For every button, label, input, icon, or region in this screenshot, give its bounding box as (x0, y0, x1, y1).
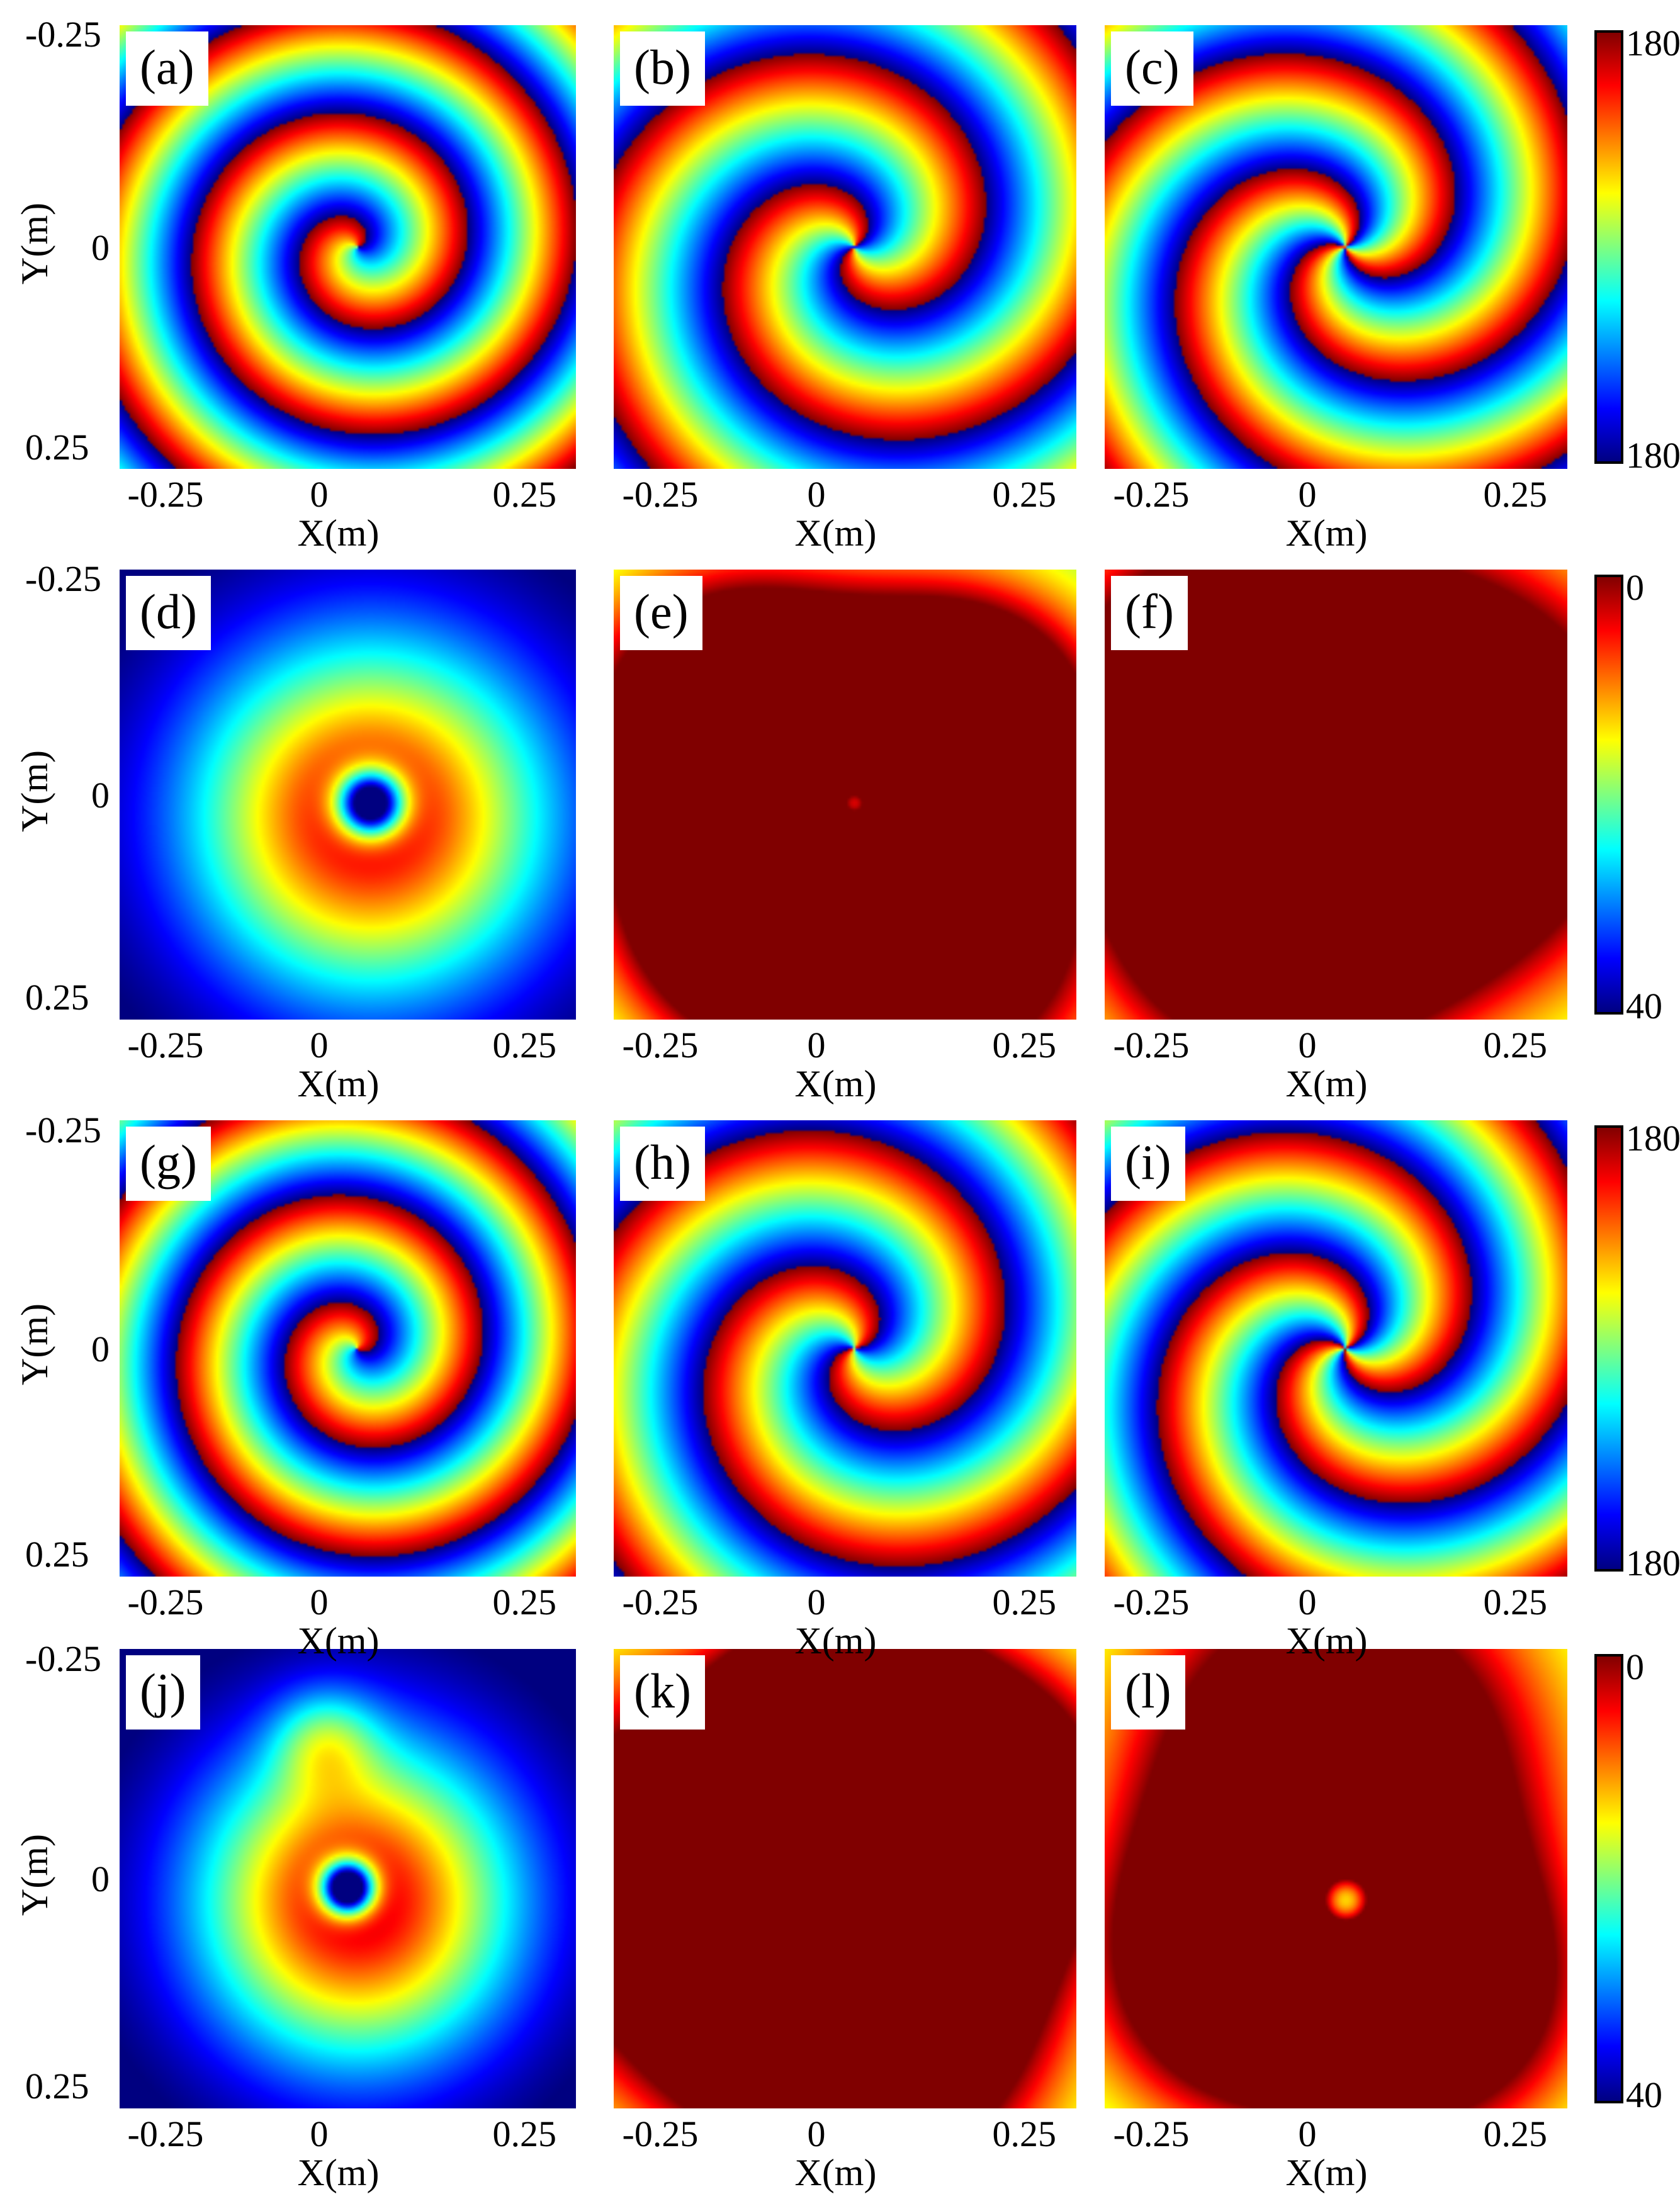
x-tick-label: -0.25 (622, 2113, 699, 2154)
y-tick-label: -0.25 (25, 1638, 101, 1679)
x-tick-label: 0.25 (992, 474, 1057, 515)
x-tick-label: 0.25 (1483, 474, 1548, 515)
colorbar-top-label: 0 (1626, 567, 1644, 608)
y-tick-label: 0.25 (25, 977, 89, 1018)
panel-label: (b) (620, 31, 705, 106)
panel-label: (j) (126, 1655, 200, 1730)
x-axis-label: X(m) (297, 1063, 380, 1105)
x-axis-label: X(m) (1285, 2152, 1368, 2193)
x-axis-label: X(m) (794, 1620, 877, 1662)
y-tick-label: 0 (91, 774, 110, 816)
x-tick-label: -0.25 (1113, 474, 1190, 515)
y-axis-label: Y(m) (13, 1303, 55, 1386)
x-tick-label: 0 (310, 1025, 329, 1066)
colorbar-bottom-label: 40 (1626, 2074, 1662, 2115)
x-tick-label: -0.25 (622, 474, 699, 515)
y-axis-label: Y(m) (13, 750, 55, 832)
y-tick-label: 0 (91, 1328, 110, 1370)
colorbar-bottom-label: 180 (1626, 435, 1680, 476)
x-tick-label: 0 (310, 1582, 329, 1623)
x-axis-label: X(m) (1285, 1063, 1368, 1105)
x-tick-label: 0 (310, 474, 329, 515)
colorbar (1594, 30, 1623, 464)
y-tick-label: 0.25 (25, 2065, 89, 2107)
panel-label: (a) (126, 31, 208, 106)
y-tick-label: -0.25 (25, 558, 101, 600)
x-tick-label: 0 (1298, 1025, 1317, 1066)
colorbar (1594, 1125, 1623, 1572)
panel-label: (e) (620, 576, 702, 650)
x-tick-label: -0.25 (127, 2113, 204, 2154)
y-tick-label: 0.25 (25, 1533, 89, 1575)
y-axis-label: Y(m) (13, 203, 55, 285)
y-tick-label: 0 (91, 227, 110, 268)
colorbar-bottom-label: 180 (1626, 1543, 1680, 1584)
x-tick-label: 0.25 (492, 474, 557, 515)
x-tick-label: 0 (1298, 2113, 1317, 2154)
panel-label: (k) (620, 1655, 705, 1730)
x-tick-label: 0 (807, 2113, 826, 2154)
panel-label: (i) (1111, 1127, 1185, 1201)
colorbar-top-label: 180 (1626, 1118, 1680, 1159)
x-axis-label: X(m) (297, 512, 380, 554)
x-tick-label: 0.25 (1483, 1025, 1548, 1066)
x-axis-label: X(m) (1285, 1620, 1368, 1662)
x-tick-label: 0 (1298, 1582, 1317, 1623)
panel-label: (l) (1111, 1655, 1185, 1730)
x-axis-label: X(m) (794, 2152, 877, 2193)
x-tick-label: -0.25 (1113, 1582, 1190, 1623)
colorbar (1594, 575, 1623, 1015)
x-axis-label: X(m) (297, 1620, 380, 1662)
x-tick-label: 0 (1298, 474, 1317, 515)
colorbar-bottom-label: 40 (1626, 986, 1662, 1027)
y-tick-label: 0 (91, 1859, 110, 1899)
y-tick-label: -0.25 (25, 1109, 101, 1150)
x-axis-label: X(m) (794, 1063, 877, 1105)
panel-label: (h) (620, 1127, 705, 1201)
x-tick-label: -0.25 (1113, 2113, 1190, 2154)
x-tick-label: -0.25 (127, 474, 204, 515)
x-tick-label: -0.25 (622, 1582, 699, 1623)
x-axis-label: X(m) (794, 512, 877, 554)
y-tick-label: -0.25 (25, 14, 101, 55)
x-axis-label: X(m) (297, 2152, 380, 2193)
x-tick-label: 0 (807, 1025, 826, 1066)
x-tick-label: -0.25 (1113, 1025, 1190, 1066)
x-tick-label: -0.25 (622, 1025, 699, 1066)
x-tick-label: 0 (807, 474, 826, 515)
x-tick-label: 0.25 (992, 2113, 1057, 2154)
panels-layer (120, 25, 1623, 2108)
colorbar-top-label: 180 (1626, 23, 1680, 64)
panel-label: (c) (1111, 31, 1193, 106)
y-tick-label: 0.25 (25, 426, 89, 468)
y-axis-label: Y(m) (13, 1833, 55, 1916)
x-tick-label: 0.25 (1483, 1582, 1548, 1623)
x-tick-label: 0.25 (492, 2113, 557, 2154)
x-tick-label: 0.25 (492, 1025, 557, 1066)
x-tick-label: 0.25 (992, 1025, 1057, 1066)
x-tick-label: 0.25 (992, 1582, 1057, 1623)
panel-label: (f) (1111, 576, 1188, 650)
colorbar-top-label: 0 (1626, 1646, 1644, 1687)
panel-label: (g) (126, 1127, 211, 1201)
x-tick-label: 0.25 (1483, 2113, 1548, 2154)
x-tick-label: 0 (807, 1582, 826, 1623)
x-tick-label: 0 (310, 2113, 329, 2154)
x-tick-label: -0.25 (127, 1025, 204, 1066)
colorbar (1594, 1654, 1623, 2103)
x-axis-label: X(m) (1285, 512, 1368, 554)
panel-label: (d) (126, 576, 211, 650)
x-tick-label: -0.25 (127, 1582, 204, 1623)
x-tick-label: 0.25 (492, 1582, 557, 1623)
